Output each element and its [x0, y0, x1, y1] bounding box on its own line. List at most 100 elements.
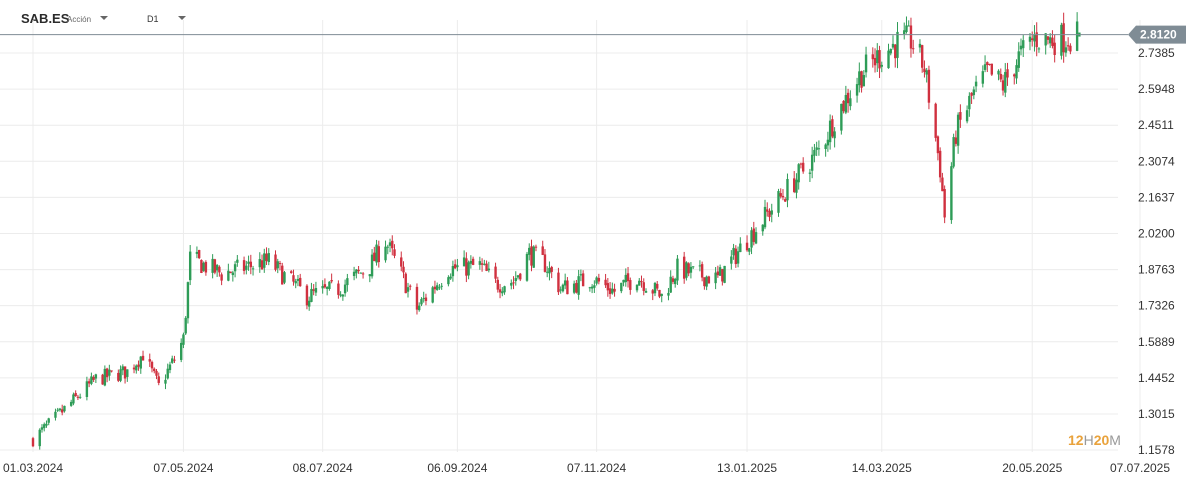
candle-down [988, 63, 991, 65]
candle-up [1064, 47, 1068, 53]
candle-up [231, 272, 235, 276]
candle-up [844, 94, 848, 113]
candle-up [705, 276, 708, 287]
candle-up [588, 287, 592, 289]
y-tick-label: 2.5948 [1138, 82, 1175, 96]
x-axis: 01.03.2024 07.05.2024 08.07.2024 06.09.2024… [3, 461, 1170, 475]
candle-down [292, 275, 295, 282]
candle-down [415, 286, 419, 310]
candle-down [941, 177, 944, 192]
symbol-dropdown-chevron-down-icon[interactable] [100, 16, 108, 20]
candle-up [620, 282, 623, 292]
candle-up [233, 264, 237, 272]
candle-up [164, 379, 167, 384]
candle-up [420, 299, 423, 305]
candle-down [393, 249, 396, 256]
candle-up [880, 64, 883, 67]
candle-down [721, 269, 724, 282]
candle-down [629, 280, 632, 290]
candle-down [734, 248, 738, 265]
candle-down [768, 211, 771, 218]
candle-up [325, 286, 329, 289]
candle-up [121, 366, 125, 371]
candle-down [784, 199, 787, 202]
candle-down [779, 193, 782, 197]
candle-up [763, 206, 767, 228]
candle-down [954, 137, 958, 144]
candle-up [563, 280, 567, 286]
brand-logo-number-hours: 12 [1068, 432, 1084, 448]
candle-down [1053, 42, 1056, 55]
candle-up [732, 247, 735, 256]
candle-down [831, 119, 834, 137]
candle-down [640, 281, 643, 283]
timeframe-dropdown-chevron-down-icon[interactable] [178, 16, 186, 20]
candle-up [38, 429, 41, 447]
candle-down [330, 280, 333, 282]
candle-up [90, 376, 93, 384]
symbol-type-label: Acción [67, 15, 92, 24]
candle-up [546, 271, 549, 273]
candle-up [168, 364, 172, 371]
candle-down [799, 163, 803, 165]
candle-down [923, 68, 926, 73]
candle-up [777, 191, 780, 213]
candle-down [150, 361, 154, 369]
y-tick-label: 2.3074 [1138, 154, 1175, 168]
candle-up [1004, 72, 1007, 93]
y-tick-label: 2.1637 [1138, 190, 1175, 204]
candle-up [840, 103, 843, 131]
candle-up [532, 246, 535, 268]
candle-up [510, 282, 513, 286]
candle-down [274, 254, 277, 270]
candle-down [651, 290, 654, 294]
candle-up [43, 424, 46, 429]
candle-down [305, 285, 309, 306]
candle-down [608, 288, 612, 295]
candle-down [377, 246, 380, 263]
candle-up [952, 137, 955, 167]
candle-down [1031, 38, 1034, 40]
candle-down [117, 372, 120, 381]
candle-up [676, 258, 679, 281]
candle-up [667, 292, 670, 296]
candle-up [126, 369, 129, 377]
candle-down [1046, 36, 1050, 40]
candle-up [730, 256, 733, 264]
candle-down [512, 282, 515, 284]
candle-up [54, 411, 57, 418]
candle-up [810, 154, 814, 171]
candle-down [132, 367, 136, 370]
candle-down [938, 150, 942, 178]
candle-down [157, 376, 160, 383]
y-tick-label: 2.0200 [1138, 226, 1175, 240]
candle-up [503, 286, 506, 293]
candle-down [137, 364, 140, 367]
chart-grid [0, 20, 1141, 452]
candle-up [548, 268, 551, 274]
candle-up [1017, 51, 1020, 68]
candle-up [501, 291, 504, 294]
candle-up [341, 294, 345, 297]
last-price-line: 2.8120 [0, 25, 1186, 44]
candle-down [543, 254, 547, 272]
candle-down [990, 63, 994, 75]
brand-logo-letter-h: H [1083, 432, 1094, 448]
brand-logo: 12H20M [1068, 432, 1121, 448]
timeframe-label[interactable]: D1 [147, 14, 159, 24]
candle-down [943, 189, 946, 218]
candle-down [687, 263, 690, 274]
candle-up [45, 423, 48, 426]
candle-up [997, 70, 1000, 75]
candle-up [864, 54, 868, 73]
candle-down [229, 271, 232, 274]
candle-down [1051, 37, 1054, 46]
candle-up [384, 246, 387, 261]
candle-down [494, 266, 497, 279]
candle-up [824, 144, 827, 149]
candle-down [200, 259, 203, 273]
candle-down [927, 69, 931, 103]
candle-up [1028, 36, 1032, 42]
candle-down [299, 277, 302, 287]
